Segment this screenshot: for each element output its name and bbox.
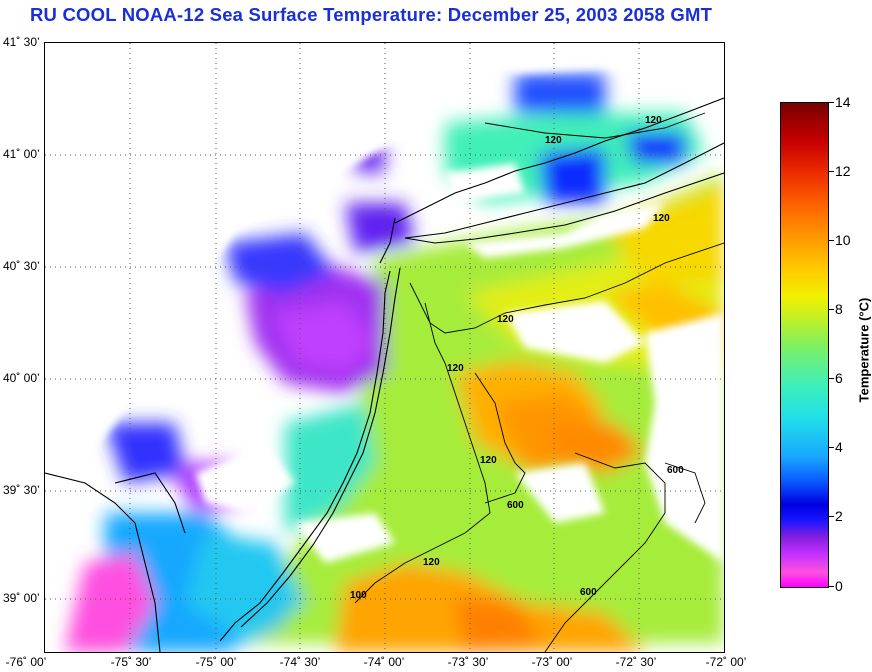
lat-label-39-30: 39˚ 30’: [3, 483, 40, 497]
lon-label-74-30: -74˚ 30’: [279, 655, 321, 669]
colorbar-tick-mark: [828, 378, 834, 379]
lat-label-41-30: 41˚ 30’: [3, 35, 40, 49]
lon-label-73-00: -73˚ 00’: [531, 655, 573, 669]
colorbar-label: Temperature (°C): [856, 297, 872, 403]
colorbar-tick-mark: [828, 240, 834, 241]
colorbar-tick-0: 0: [835, 578, 843, 594]
colorbar-tick-mark: [828, 586, 834, 587]
colorbar-tick-12: 12: [835, 163, 851, 179]
coastline: [45, 97, 724, 652]
lon-label-72-00: -72˚ 00’: [705, 655, 747, 669]
lon-label-75-30: -75˚ 30’: [110, 655, 152, 669]
contour-label: 120: [645, 115, 662, 126]
colorbar-tick-6: 6: [835, 370, 843, 386]
colorbar-tick-mark: [828, 309, 834, 310]
colorbar-tick-10: 10: [835, 232, 851, 248]
colorbar-tick-8: 8: [835, 301, 843, 317]
colorbar-tick-mark: [828, 447, 834, 448]
contour-label: 120: [423, 557, 440, 568]
contour-label: 600: [667, 465, 684, 476]
contour-label: 120: [447, 363, 464, 374]
lon-label-74-00: -74˚ 00’: [363, 655, 405, 669]
bathymetry-contours: [354, 112, 724, 652]
contour-label: 120: [497, 314, 514, 325]
graticule: [45, 43, 724, 652]
lon-label-76-00: -76˚ 00’: [5, 655, 47, 669]
lon-label-73-30: -73˚ 30’: [447, 655, 489, 669]
temperature-colorbar: [780, 102, 829, 588]
colorbar-tick-mark: [828, 171, 834, 172]
sst-map-canvas: 120 120 120 120 120 120 120 600 600 600 …: [45, 43, 724, 652]
colorbar-tick-mark: [828, 516, 834, 517]
colorbar-tick-4: 4: [835, 439, 843, 455]
contour-label: 120: [480, 455, 497, 466]
contour-labels: 120 120 120 120 120 120 120 600 600 600 …: [350, 115, 684, 601]
lon-label-75-00: -75˚ 00’: [195, 655, 237, 669]
lat-label-40-30: 40˚ 30’: [3, 259, 40, 273]
map-title: RU COOL NOAA-12 Sea Surface Temperature:…: [30, 4, 713, 25]
sst-field: [65, 73, 724, 652]
contour-label: 120: [545, 135, 562, 146]
lat-label-40-00: 40˚ 00’: [3, 371, 40, 385]
lat-label-41-00: 41˚ 00’: [3, 147, 40, 161]
contour-label: 600: [580, 587, 597, 598]
lat-label-39-00: 39˚ 00’: [3, 591, 40, 605]
lon-label-72-30: -72˚ 30’: [615, 655, 657, 669]
contour-label: 600: [507, 500, 524, 511]
sst-map: 120 120 120 120 120 120 120 600 600 600 …: [44, 42, 725, 653]
colorbar-tick-2: 2: [835, 508, 843, 524]
colorbar-tick-14: 14: [835, 94, 851, 110]
colorbar-tick-mark: [828, 102, 834, 103]
contour-label: 100: [350, 590, 367, 601]
contour-label: 120: [653, 213, 670, 224]
